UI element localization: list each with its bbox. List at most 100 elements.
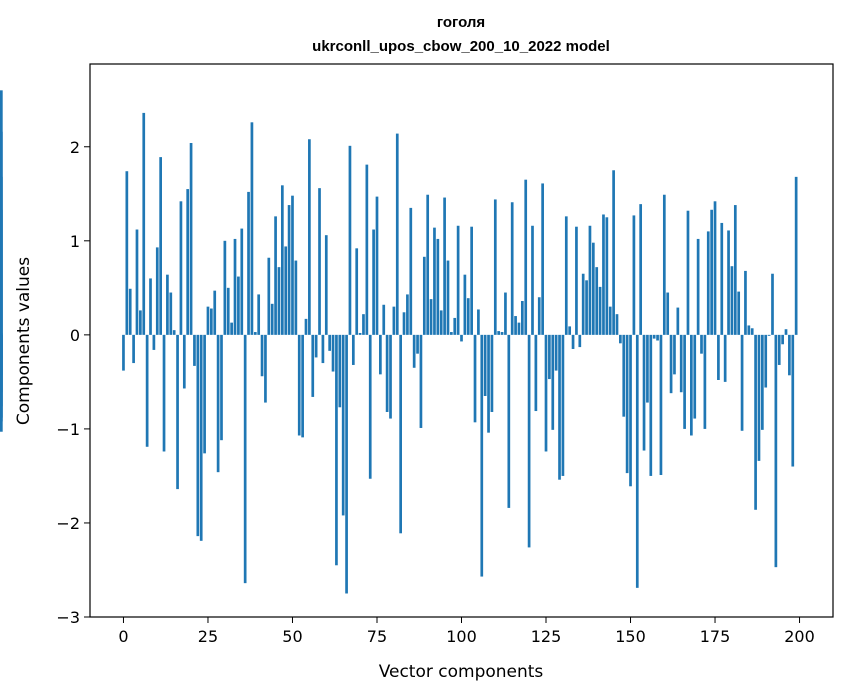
bars-group <box>0 90 798 594</box>
y-tick-label: 1 <box>70 232 80 251</box>
bar <box>426 194 430 335</box>
bar <box>253 332 257 335</box>
bar <box>122 334 125 371</box>
bar <box>544 334 548 452</box>
bar <box>612 170 615 335</box>
bar <box>679 334 683 393</box>
bar <box>446 260 450 335</box>
bar <box>321 334 325 364</box>
bar <box>575 226 578 335</box>
bar <box>794 176 798 335</box>
bar <box>504 292 507 335</box>
x-axis-ticks: 0 25 50 75 100 125 150 175 200 <box>118 617 815 646</box>
bar <box>713 201 717 335</box>
x-tick-label: 25 <box>198 627 218 646</box>
bar <box>639 204 643 335</box>
bar <box>605 217 609 335</box>
bar <box>216 334 220 473</box>
bar <box>470 226 473 335</box>
bar <box>412 334 416 368</box>
x-tick-label: 200 <box>784 627 815 646</box>
bar <box>781 334 784 345</box>
bar <box>159 157 162 335</box>
bar <box>196 334 200 537</box>
bar <box>345 334 348 594</box>
bar <box>548 334 551 380</box>
bar <box>480 334 484 577</box>
bar <box>747 325 751 335</box>
bar <box>210 308 213 335</box>
bar <box>662 194 666 335</box>
bar <box>602 214 605 335</box>
bar <box>564 216 568 335</box>
bar <box>717 334 720 380</box>
bar <box>531 225 534 335</box>
bar <box>791 334 795 467</box>
bar <box>142 112 146 335</box>
bar <box>767 334 771 336</box>
bar <box>280 185 284 335</box>
bar <box>206 306 210 335</box>
chart-title-line-1: гоголя <box>437 14 485 31</box>
bar <box>527 334 531 548</box>
bar <box>230 322 233 335</box>
bar <box>314 334 318 358</box>
bar <box>419 334 423 428</box>
bar <box>135 229 139 335</box>
bar <box>490 334 494 412</box>
bar <box>291 195 294 335</box>
bar <box>554 334 558 371</box>
bar <box>625 334 629 474</box>
bar <box>257 294 261 335</box>
bar <box>128 288 132 335</box>
bar <box>395 133 399 335</box>
bar <box>750 328 754 335</box>
bar <box>493 199 497 335</box>
bar <box>652 334 656 339</box>
bar <box>243 334 247 584</box>
bar <box>169 292 173 335</box>
bar <box>483 334 487 396</box>
bar <box>615 314 619 335</box>
bar <box>460 334 463 342</box>
bar <box>287 205 291 335</box>
bar <box>335 334 338 566</box>
bar <box>581 273 585 335</box>
bar <box>632 215 636 335</box>
bar <box>473 334 477 423</box>
bar <box>250 122 254 335</box>
bar <box>551 334 555 430</box>
bar <box>733 205 737 335</box>
x-tick-label: 75 <box>367 627 387 646</box>
bar <box>673 334 676 375</box>
x-tick-label: 150 <box>615 627 646 646</box>
bar <box>406 294 409 335</box>
bar <box>669 334 673 394</box>
bar <box>223 240 227 335</box>
bar <box>368 334 372 479</box>
bar <box>622 334 626 417</box>
bar <box>784 329 788 335</box>
bar <box>240 228 244 335</box>
bar <box>203 334 206 454</box>
bar <box>0 176 3 335</box>
bar <box>588 225 592 335</box>
bar <box>754 334 757 510</box>
y-tick-label: 0 <box>70 326 80 345</box>
bar <box>233 238 237 335</box>
bar <box>520 301 524 335</box>
bar <box>0 334 3 432</box>
bar <box>619 334 622 344</box>
bar <box>152 334 156 350</box>
bar <box>696 238 700 335</box>
bar <box>284 246 288 335</box>
bar <box>149 278 152 335</box>
x-tick-label: 100 <box>446 627 477 646</box>
bar <box>700 334 703 354</box>
x-axis-label: Vector components <box>379 662 544 682</box>
y-tick-label: 2 <box>70 138 80 157</box>
bar <box>595 267 599 335</box>
bar <box>439 310 443 335</box>
bar <box>308 139 311 335</box>
